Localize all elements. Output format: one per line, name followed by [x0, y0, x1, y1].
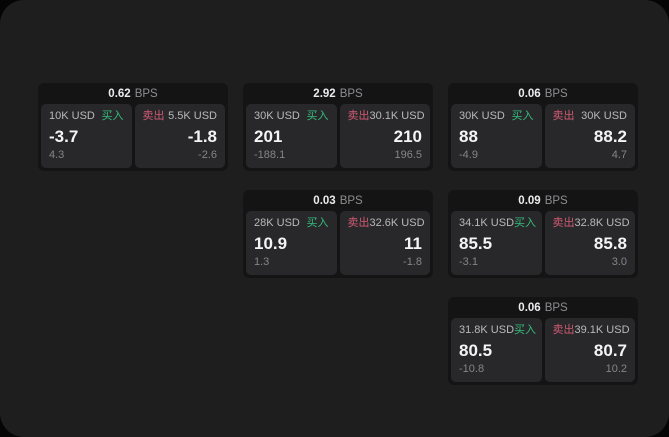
spread-unit: BPS	[134, 87, 158, 100]
sell-amount: 32.8K USD	[574, 217, 630, 229]
buy-change: -188.1	[254, 149, 286, 161]
sell-price: 88.2	[593, 126, 627, 146]
sell-amount: 30.1K USD	[369, 110, 425, 122]
sell-change: 10.2	[605, 363, 627, 375]
buy-tile[interactable]: 34.1K USD 买入 85.5 -3.1	[451, 211, 542, 275]
buy-change: -10.8	[459, 363, 485, 375]
buy-amount: 10K USD	[49, 110, 95, 122]
buy-price: -3.7	[49, 126, 79, 146]
spread-value: 0.06	[518, 87, 541, 100]
sell-label: 卖出	[347, 110, 370, 122]
sell-price: 80.7	[593, 340, 627, 360]
sell-tile[interactable]: 卖出 32.6K USD 11 -1.8	[339, 211, 430, 275]
spread-value: 0.03	[313, 194, 336, 207]
spread-value: 0.62	[108, 87, 131, 100]
buy-label: 买入	[101, 110, 124, 122]
sell-label: 卖出	[552, 217, 575, 229]
buy-label: 买入	[511, 110, 534, 122]
buy-price: 80.5	[459, 340, 493, 360]
quote-tiles: 30K USD 买入 201 -188.1 卖出 30.1K USD 210 1…	[243, 104, 433, 171]
sell-tile[interactable]: 卖出 30.1K USD 210 196.5	[339, 104, 430, 168]
quote-tiles: 34.1K USD 买入 85.5 -3.1 卖出 32.8K USD 85.8…	[448, 211, 638, 278]
spread-value: 0.09	[518, 194, 541, 207]
sell-price: 210	[393, 126, 422, 146]
spread-header: 0.03 BPS	[243, 190, 433, 211]
spread-header: 0.06 BPS	[448, 297, 638, 318]
quote-card: 2.92 BPS 30K USD 买入 201 -188.1 卖出 30.1K …	[243, 83, 433, 171]
buy-amount: 34.1K USD	[459, 217, 515, 229]
quote-tiles: 30K USD 买入 88 -4.9 卖出 30K USD 88.2 4.7	[448, 104, 638, 171]
sell-amount: 39.1K USD	[574, 324, 630, 336]
sell-amount: 30K USD	[581, 110, 627, 122]
spread-value: 0.06	[518, 301, 541, 314]
quote-card: 0.03 BPS 28K USD 买入 10.9 1.3 卖出 32.6K US…	[243, 190, 433, 278]
spread-unit: BPS	[544, 87, 568, 100]
buy-price: 85.5	[459, 233, 493, 253]
sell-label: 卖出	[142, 110, 165, 122]
sell-label: 卖出	[347, 217, 370, 229]
buy-price: 10.9	[254, 233, 288, 253]
spread-value: 2.92	[313, 87, 336, 100]
buy-tile[interactable]: 28K USD 买入 10.9 1.3	[246, 211, 337, 275]
buy-change: -4.9	[459, 149, 478, 161]
buy-tile[interactable]: 30K USD 买入 201 -188.1	[246, 104, 337, 168]
quote-tiles: 31.8K USD 买入 80.5 -10.8 卖出 39.1K USD 80.…	[448, 318, 638, 385]
spread-unit: BPS	[339, 194, 363, 207]
quote-card: 0.06 BPS 31.8K USD 买入 80.5 -10.8 卖出 39.1…	[448, 297, 638, 385]
sell-change: -1.8	[403, 256, 422, 268]
buy-tile[interactable]: 31.8K USD 买入 80.5 -10.8	[451, 318, 542, 382]
buy-tile[interactable]: 10K USD 买入 -3.7 4.3	[41, 104, 132, 168]
sell-label: 卖出	[552, 110, 575, 122]
buy-change: 1.3	[254, 256, 270, 268]
buy-tile[interactable]: 30K USD 买入 88 -4.9	[451, 104, 542, 168]
sell-price: 11	[404, 233, 422, 253]
spread-header: 2.92 BPS	[243, 83, 433, 104]
sell-change: -2.6	[198, 149, 217, 161]
buy-amount: 30K USD	[459, 110, 505, 122]
buy-amount: 28K USD	[254, 217, 300, 229]
quote-cards-grid: 0.62 BPS 10K USD 买入 -3.7 4.3 卖出 5.5K USD	[38, 83, 638, 385]
quote-tiles: 10K USD 买入 -3.7 4.3 卖出 5.5K USD -1.8 -2.…	[38, 104, 228, 171]
buy-change: -3.1	[459, 256, 478, 268]
sell-tile[interactable]: 卖出 30K USD 88.2 4.7	[544, 104, 635, 168]
sell-amount: 5.5K USD	[168, 110, 217, 122]
spread-header: 0.06 BPS	[448, 83, 638, 104]
sell-tile[interactable]: 卖出 32.8K USD 85.8 3.0	[544, 211, 635, 275]
spread-unit: BPS	[544, 301, 568, 314]
sell-price: 85.8	[593, 233, 627, 253]
spread-unit: BPS	[339, 87, 363, 100]
sell-price: -1.8	[187, 126, 217, 146]
sell-tile[interactable]: 卖出 39.1K USD 80.7 10.2	[544, 318, 635, 382]
spread-header: 0.09 BPS	[448, 190, 638, 211]
sell-amount: 32.6K USD	[369, 217, 425, 229]
sell-label: 卖出	[552, 324, 575, 336]
buy-label: 买入	[306, 217, 329, 229]
sell-change: 196.5	[394, 149, 422, 161]
quote-card: 0.09 BPS 34.1K USD 买入 85.5 -3.1 卖出 32.8K…	[448, 190, 638, 278]
buy-amount: 30K USD	[254, 110, 300, 122]
quote-tiles: 28K USD 买入 10.9 1.3 卖出 32.6K USD 11 -1.8	[243, 211, 433, 278]
quote-card: 0.62 BPS 10K USD 买入 -3.7 4.3 卖出 5.5K USD	[38, 83, 228, 171]
buy-amount: 31.8K USD	[459, 324, 515, 336]
spread-unit: BPS	[544, 194, 568, 207]
buy-change: 4.3	[49, 149, 65, 161]
sell-tile[interactable]: 卖出 5.5K USD -1.8 -2.6	[134, 104, 225, 168]
quote-card: 0.06 BPS 30K USD 买入 88 -4.9 卖出 30K USD	[448, 83, 638, 171]
buy-label: 买入	[514, 217, 537, 229]
sell-change: 4.7	[611, 149, 627, 161]
spread-header: 0.62 BPS	[38, 83, 228, 104]
buy-price: 88	[459, 126, 478, 146]
buy-label: 买入	[514, 324, 537, 336]
buy-label: 买入	[306, 110, 329, 122]
sell-change: 3.0	[611, 256, 627, 268]
buy-price: 201	[254, 126, 283, 146]
